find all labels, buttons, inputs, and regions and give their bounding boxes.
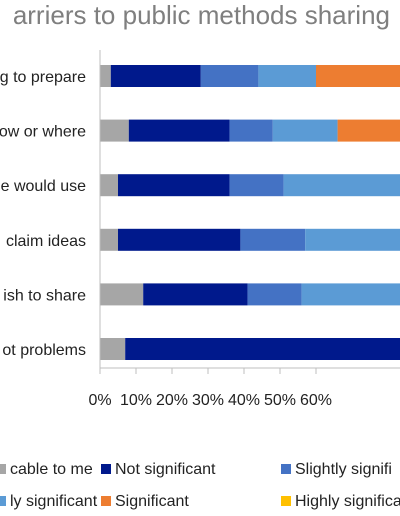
bar-cable-to-me-2 bbox=[100, 119, 129, 142]
labels-layer: g to prepare ow or where e would use claim … bbox=[0, 69, 86, 359]
legend-item-highly-significa: Highly significa bbox=[281, 493, 400, 510]
bar-significant-1 bbox=[316, 65, 400, 87]
x-tick-label: 0% bbox=[88, 392, 111, 409]
bar-not-significant-2 bbox=[128, 119, 230, 142]
legend-label: Significant bbox=[115, 493, 189, 510]
x-tick-label: 30% bbox=[192, 392, 224, 409]
legend-swatch bbox=[0, 496, 6, 506]
x-tick-label: 20% bbox=[156, 392, 188, 409]
bar-slightly-signifi-4 bbox=[240, 228, 306, 251]
bar-ly-significant-5 bbox=[301, 283, 400, 306]
bar-not-significant-3 bbox=[118, 174, 230, 197]
legend-item-slightly-signifi: Slightly signifi bbox=[281, 461, 392, 478]
category-label: claim ideas bbox=[6, 233, 86, 250]
bar-cable-to-me-5 bbox=[100, 283, 144, 306]
bar-cable-to-me-4 bbox=[100, 228, 118, 251]
bar-slightly-signifi-3 bbox=[229, 174, 284, 197]
legend-item-cable-to-me: cable to me bbox=[0, 461, 93, 478]
x-tick-label: 60% bbox=[300, 392, 332, 409]
bar-ly-significant-1 bbox=[258, 65, 316, 87]
bar-ly-significant-4 bbox=[305, 228, 400, 251]
legend-label: Not significant bbox=[115, 461, 216, 478]
category-label: ish to share bbox=[3, 287, 86, 304]
legend-swatch bbox=[0, 464, 6, 474]
legend-swatch bbox=[101, 464, 111, 474]
axis-layer: 0% 10% 20% 30% 40% 50% 60% bbox=[88, 50, 400, 409]
legend-label: Slightly signifi bbox=[295, 461, 392, 478]
bars-layer bbox=[100, 65, 400, 360]
category-label: ot problems bbox=[2, 342, 86, 359]
legend-swatch bbox=[281, 464, 291, 474]
bar-slightly-signifi-5 bbox=[247, 283, 302, 306]
bar-not-significant-1 bbox=[110, 65, 201, 87]
legend-item-ly-significant: ly significant bbox=[0, 493, 98, 510]
x-tick-label: 10% bbox=[120, 392, 152, 409]
x-tick-label: 40% bbox=[228, 392, 260, 409]
legend-label: cable to me bbox=[10, 461, 93, 478]
bar-slightly-signifi-2 bbox=[229, 119, 273, 142]
bar-ly-significant-3 bbox=[283, 174, 400, 197]
category-label: g to prepare bbox=[0, 69, 86, 86]
legend-label: Highly significa bbox=[295, 493, 400, 510]
bar-ly-significant-2 bbox=[272, 119, 338, 142]
bar-slightly-signifi-1 bbox=[200, 65, 259, 87]
category-label: ow or where bbox=[0, 124, 86, 141]
chart-title: arriers to public methods sharing bbox=[12, 0, 390, 30]
bar-cable-to-me-1 bbox=[100, 65, 111, 87]
bar-not-significant-6 bbox=[125, 338, 400, 360]
legend: cable to me Not significant Slightly signi… bbox=[0, 461, 400, 510]
bar-cable-to-me-6 bbox=[100, 338, 126, 360]
legend-item-significant: Significant bbox=[101, 493, 189, 510]
legend-swatch bbox=[101, 496, 111, 506]
legend-swatch bbox=[281, 496, 291, 506]
bar-cable-to-me-3 bbox=[100, 174, 118, 197]
legend-label: ly significant bbox=[10, 493, 98, 510]
bar-not-significant-5 bbox=[143, 283, 248, 306]
legend-item-not-significant: Not significant bbox=[101, 461, 216, 478]
bar-significant-2 bbox=[337, 119, 400, 142]
x-tick-label: 50% bbox=[264, 392, 296, 409]
category-label: e would use bbox=[1, 178, 86, 195]
bar-not-significant-4 bbox=[118, 228, 241, 251]
